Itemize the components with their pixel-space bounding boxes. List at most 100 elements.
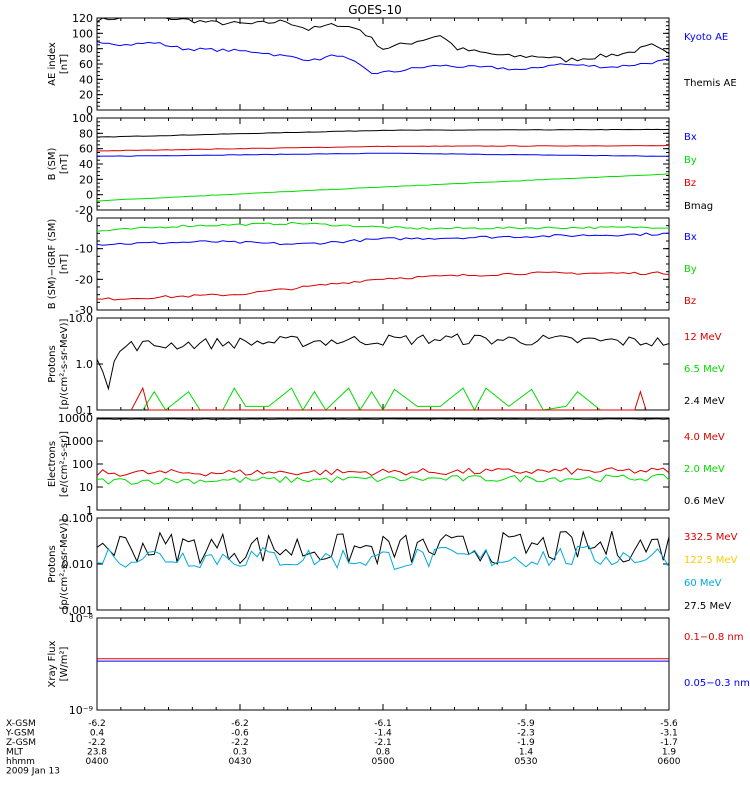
y-tick-label: -20 — [75, 204, 93, 217]
panel-frame — [96, 417, 670, 511]
y-tick-label: 20 — [79, 89, 93, 102]
y-tick-label: 10000 — [58, 412, 93, 425]
y-tick-label: 40 — [79, 73, 93, 86]
y-axis-label: [nT] — [59, 54, 70, 74]
series-line — [96, 467, 670, 477]
series-line — [96, 232, 669, 246]
panel-1: 0 20 40 60 80 100 120 AE index [nT] Kyoto AE Themi… — [47, 12, 737, 117]
footer-value: 1.9 — [662, 748, 677, 758]
series-line — [96, 41, 670, 75]
y-axis-label: AE index — [47, 42, 58, 86]
legend-label: 27.5 MeV — [684, 601, 731, 612]
footer-value: 0500 — [372, 757, 395, 767]
y-axis-label: [W/m²] — [59, 646, 70, 681]
series-line — [96, 418, 670, 420]
y-tick-label: 1000 — [65, 435, 93, 448]
panel-frame — [96, 17, 670, 111]
y-tick-label: 10⁻⁸ — [69, 612, 94, 625]
footer-row-label: Z-GSM — [6, 738, 36, 748]
y-tick-label: 100 — [72, 112, 93, 125]
footer-row-label: MLT — [6, 748, 24, 758]
y-tick-label: 0 — [86, 212, 93, 225]
footer-value: 0.8 — [376, 748, 391, 758]
legend-label: Themis AE — [683, 78, 737, 89]
y-tick-label: 0.010 — [62, 558, 94, 571]
legend-label: 0.6 MeV — [684, 496, 725, 507]
series-line — [96, 333, 670, 391]
series-line — [96, 530, 670, 566]
y-tick-label: -10 — [75, 243, 93, 256]
y-axis-label: [e/(cm²-s-sr)] — [59, 431, 70, 497]
footer-value: -6.2 — [231, 719, 249, 729]
y-axis-label: [nT] — [59, 154, 70, 174]
series-line — [96, 128, 670, 138]
footer-value: -2.3 — [517, 729, 535, 739]
series-line — [96, 152, 670, 157]
y-tick-label: 80 — [79, 43, 93, 56]
legend-label: Bz — [684, 296, 696, 307]
legend-label: Bmag — [684, 201, 713, 212]
legend-label: Bx — [684, 232, 697, 243]
y-axis-label: Protons — [47, 345, 58, 382]
y-tick-label: 60 — [79, 58, 93, 71]
series-line — [96, 144, 670, 152]
y-tick-label: 100 — [72, 27, 93, 40]
footer-value: -3.1 — [660, 729, 678, 739]
plot-title: GOES-10 — [348, 3, 402, 17]
series-line — [96, 271, 670, 301]
footer-value: -5.6 — [660, 719, 678, 729]
y-axis-label: Electrons — [47, 441, 58, 487]
legend-label: 2.0 MeV — [684, 464, 725, 475]
y-axis-label: B (SM) — [47, 147, 58, 180]
legend-label: 0.1−0.8 nm — [684, 632, 743, 643]
y-tick-label: 40 — [79, 158, 93, 171]
legend-label: Kyoto AE — [684, 32, 728, 43]
legend-label: 0.05−0.3 nm — [684, 678, 750, 689]
series-line — [96, 173, 670, 202]
panel-2: -20 0 20 40 60 80 100 B (SM) [nT] Bx By Bz Bmag — [47, 112, 713, 217]
footer-value: 0.3 — [233, 748, 247, 758]
legend-label: By — [684, 264, 697, 275]
y-axis-label: [nT] — [59, 254, 70, 274]
panel-frame — [96, 117, 670, 211]
legend-label: Bz — [684, 178, 696, 189]
footer-value: 23.8 — [87, 748, 107, 758]
footer-value: -2.2 — [88, 738, 106, 748]
footer-value: -2.1 — [374, 738, 392, 748]
footer-value: 0430 — [229, 757, 252, 767]
footer-value: 0530 — [515, 757, 538, 767]
y-tick-label: 0.100 — [62, 512, 94, 525]
footer-row-label: hhmm — [6, 757, 35, 767]
series-line — [130, 386, 647, 411]
y-axis-label: [p/(cm²-s-sr-MeV)] — [59, 318, 70, 409]
series-line — [96, 221, 669, 232]
y-tick-label: 0 — [86, 189, 93, 202]
y-tick-label: 80 — [79, 127, 93, 140]
y-tick-label: 20 — [79, 173, 93, 186]
footer-value: -1.7 — [660, 738, 678, 748]
legend-label: 6.5 MeV — [684, 364, 725, 375]
y-axis-label: [p/(cm²-s-sr-MeV)] — [59, 518, 70, 609]
y-axis-label: Xray Flux — [47, 640, 58, 687]
legend-label: By — [684, 155, 697, 166]
legend-label: 12 MeV — [684, 332, 722, 343]
y-tick-label: 100 — [72, 458, 93, 471]
legend-label: 4.0 MeV — [684, 432, 725, 443]
footer-value: -2.2 — [231, 738, 249, 748]
y-tick-label: 10.0 — [69, 312, 94, 325]
footer-value: 0.4 — [90, 729, 105, 739]
y-tick-label: 1 — [86, 504, 93, 517]
series-line — [142, 387, 601, 412]
series-line — [96, 473, 670, 485]
footer-value: -6.1 — [374, 719, 392, 729]
panel-6: 0.001 0.010 0.100 Protons [p/(cm²-s-sr-MeV)]… — [47, 512, 738, 617]
footer-row-label: Y-GSM — [5, 729, 34, 739]
y-axis-label: Protons — [47, 545, 58, 582]
panel-frame — [96, 617, 670, 711]
legend-label: 60 MeV — [684, 578, 722, 589]
y-tick-label: -30 — [75, 304, 93, 317]
y-tick-label: 60 — [79, 143, 93, 156]
